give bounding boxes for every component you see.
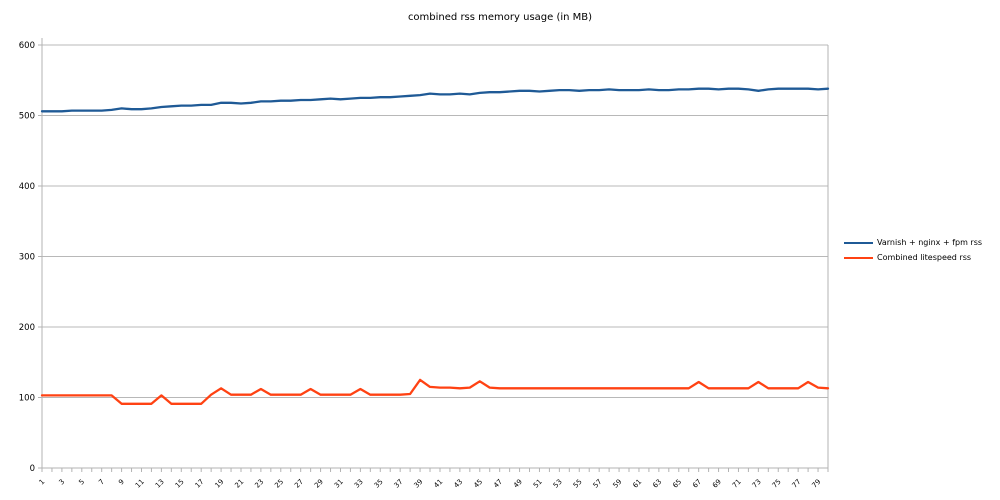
legend-item-varnish: Varnish + nginx + fpm rss [844, 235, 982, 250]
chart-title: combined rss memory usage (in MB) [407, 12, 593, 23]
x-tick-label: 23 [253, 478, 265, 490]
x-tick-label: 39 [413, 478, 425, 490]
y-tick-label: 100 [19, 394, 35, 404]
x-tick-label: 43 [452, 478, 464, 490]
x-tick-label: 35 [373, 478, 385, 490]
x-tick-label: 67 [691, 478, 703, 490]
y-tick-label: 200 [19, 323, 35, 333]
x-tick-label: 33 [353, 478, 365, 490]
x-tick-label: 45 [472, 478, 484, 490]
x-tick-label: 37 [393, 478, 405, 490]
x-tick-label: 27 [293, 478, 305, 490]
x-tick-label: 63 [651, 478, 663, 490]
x-tick-label: 3 [57, 478, 66, 487]
legend-label: Varnish + nginx + fpm rss [877, 238, 983, 247]
x-tick-label: 5 [77, 478, 86, 487]
x-tick-label: 79 [810, 478, 822, 490]
x-tick-label: 1 [38, 478, 47, 487]
x-tick-label: 71 [731, 478, 743, 490]
x-tick-label: 15 [174, 478, 186, 490]
x-tick-label: 9 [117, 478, 126, 487]
legend-label: Combined litespeed rss [877, 253, 972, 262]
x-tick-label: 31 [333, 478, 345, 490]
x-tick-label: 11 [134, 478, 146, 490]
x-tick-label: 19 [214, 478, 226, 490]
y-tick-label: 0 [30, 464, 35, 474]
x-tick-label: 21 [233, 478, 245, 490]
chart-legend: Varnish + nginx + fpm rss Combined lites… [844, 235, 982, 265]
x-tick-label: 65 [671, 478, 683, 490]
x-tick-label: 49 [512, 478, 524, 490]
x-tick-label: 41 [432, 478, 444, 490]
series-line-0 [40, 87, 830, 113]
y-tick-label: 300 [19, 253, 35, 263]
x-tick-label: 25 [273, 478, 285, 490]
y-tick-label: 500 [19, 112, 35, 122]
x-tick-label: 29 [313, 478, 325, 490]
x-tick-label: 73 [751, 478, 763, 490]
series-line-1 [40, 378, 830, 405]
x-tick-label: 51 [532, 478, 544, 490]
x-tick-label: 61 [631, 478, 643, 490]
legend-item-litespeed: Combined litespeed rss [844, 250, 982, 265]
x-tick-label: 17 [194, 478, 206, 490]
legend-line-swatch-orange [844, 256, 873, 259]
x-tick-label: 69 [711, 478, 723, 490]
x-tick-label: 77 [791, 478, 803, 490]
x-tick-label: 59 [612, 478, 624, 490]
x-tick-label: 13 [154, 478, 166, 490]
x-tick-label: 75 [771, 478, 783, 490]
y-tick-label: 400 [19, 182, 35, 192]
legend-line-swatch-blue [844, 241, 873, 244]
x-tick-label: 55 [572, 478, 584, 490]
x-tick-label: 7 [97, 478, 106, 487]
y-tick-label: 600 [19, 41, 35, 51]
x-tick-label: 57 [592, 478, 604, 490]
x-tick-label: 53 [552, 478, 564, 490]
x-tick-label: 47 [492, 478, 504, 490]
